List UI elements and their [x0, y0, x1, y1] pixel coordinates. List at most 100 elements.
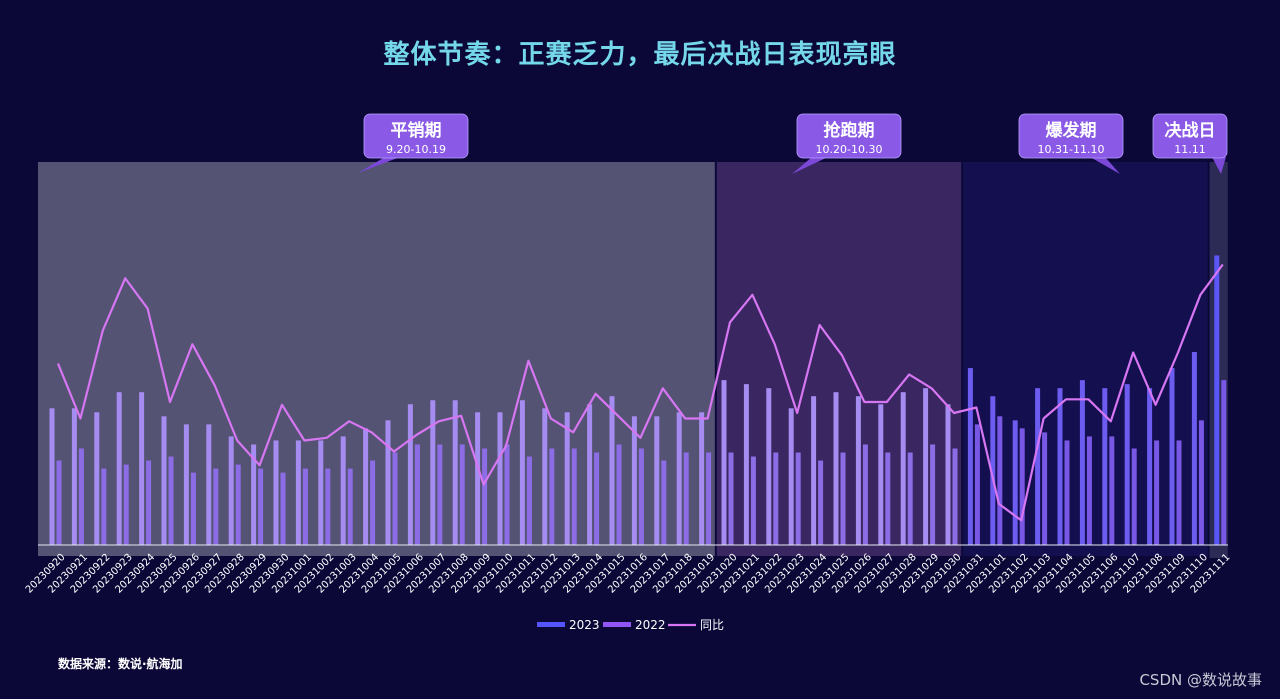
callout-box — [1152, 113, 1228, 159]
bar-2023-20231031 — [967, 368, 973, 545]
bar-2023-20231027 — [878, 404, 884, 545]
callout-range: 10.20-10.30 — [816, 143, 883, 156]
yoy-line-group — [56, 263, 1224, 522]
bar-2022-20230923 — [123, 464, 129, 545]
bar-2022-20231003 — [347, 468, 353, 545]
bar-2022-20231017 — [661, 460, 667, 545]
bar-2022-20231105 — [1086, 436, 1092, 545]
bar-2023-20231107 — [1124, 384, 1130, 545]
bar-2023-20230923 — [116, 392, 122, 545]
callout-box — [1018, 113, 1124, 159]
bar-2022-20231028 — [907, 452, 913, 545]
bar-2023-20231001 — [295, 440, 301, 545]
phase-background-2 — [716, 162, 962, 556]
bar-2023-20231106 — [1102, 388, 1108, 545]
yoy-line — [56, 263, 1224, 522]
bar-2023-20231011 — [519, 400, 525, 545]
bar-2022-20230920 — [56, 460, 62, 545]
bar-2022-20231109 — [1176, 440, 1182, 545]
bar-2023-20231030 — [945, 404, 951, 545]
bar-2022-20230921 — [78, 448, 84, 545]
bar-2022-20231005 — [392, 452, 398, 545]
bar-2023-20231008 — [452, 400, 458, 545]
bar-2023-20231003 — [340, 436, 346, 545]
x-tick-labels: 2023092020230921202309222023092320230924… — [24, 552, 1233, 596]
bar-2022-20231029 — [930, 444, 936, 545]
callout-title: 抢跑期 — [824, 120, 875, 141]
bar-2022-20231101 — [997, 416, 1003, 545]
bar-2023-20231021 — [743, 384, 749, 545]
bar-2022-20231110 — [1198, 420, 1204, 545]
bar-2022-20231103 — [1042, 432, 1048, 545]
callout-pointer — [358, 157, 400, 173]
legend-item-同比: 同比 — [668, 618, 724, 632]
bar-2023-20231101 — [990, 396, 996, 545]
callout-title: 爆发期 — [1046, 120, 1097, 141]
bar-2023-20231102 — [1012, 420, 1018, 545]
bar-series-group — [49, 255, 1227, 545]
bar-2023-20231007 — [430, 400, 436, 545]
bar-2022-20231027 — [885, 452, 891, 545]
bar-2023-20231009 — [475, 412, 481, 545]
bar-2023-20230922 — [94, 412, 100, 545]
bar-2022-20231106 — [1109, 436, 1115, 545]
callout-title: 决战日 — [1165, 120, 1216, 141]
legend-item-2023: 2023 — [537, 618, 600, 632]
bar-2023-20231024 — [811, 396, 817, 545]
bar-2023-20231023 — [788, 408, 794, 545]
bar-2022-20230929 — [258, 468, 264, 545]
bar-2022-20231104 — [1064, 440, 1070, 545]
bar-2023-20230927 — [206, 424, 212, 545]
bar-2022-20231102 — [1019, 428, 1025, 545]
bar-2022-20230930 — [280, 472, 286, 545]
bar-2022-20231020 — [728, 452, 734, 545]
callout-box — [363, 113, 469, 159]
bar-2023-20230926 — [183, 424, 189, 545]
bar-2022-20231014 — [594, 452, 600, 545]
callout-pointer — [792, 157, 828, 174]
bar-2023-20231029 — [923, 388, 929, 545]
bar-2022-20230922 — [101, 468, 107, 545]
bar-2023-20231013 — [564, 412, 570, 545]
bar-2022-20231108 — [1154, 440, 1160, 545]
legend-swatch — [603, 622, 631, 627]
bar-2022-20231009 — [482, 448, 488, 545]
bar-2023-20231006 — [407, 404, 413, 545]
bar-2023-20231017 — [654, 416, 660, 545]
bar-2022-20231008 — [459, 444, 465, 545]
bar-2022-20231013 — [571, 448, 577, 545]
bar-2022-20231025 — [840, 452, 846, 545]
bar-2022-20231107 — [1131, 448, 1137, 545]
bar-2023-20230928 — [228, 436, 234, 545]
bar-2022-20231006 — [414, 444, 420, 545]
bar-2023-20231109 — [1169, 368, 1175, 545]
bar-2023-20230930 — [273, 440, 279, 545]
callout-box — [796, 113, 902, 159]
bar-2023-20231004 — [363, 428, 369, 545]
bar-2022-20230928 — [235, 464, 241, 545]
bar-2023-20231103 — [1035, 388, 1041, 545]
bar-2023-20231018 — [676, 412, 682, 545]
bar-2023-20231012 — [542, 408, 548, 545]
bar-2023-20231015 — [609, 396, 615, 545]
bar-2022-20231010 — [504, 444, 510, 545]
bar-2022-20231030 — [952, 448, 958, 545]
phase-callout-4: 决战日 11.11 — [1152, 113, 1228, 174]
legend: 2023 2022 同比 — [537, 618, 724, 632]
bar-2022-20231021 — [750, 456, 756, 545]
bar-2022-20231022 — [773, 452, 779, 545]
bar-2023-20231005 — [385, 420, 391, 545]
callout-range: 9.20-10.19 — [386, 143, 446, 156]
bar-2023-20230929 — [251, 444, 257, 545]
phase-callout-1: 平销期 9.20-10.19 — [358, 113, 469, 173]
bar-2023-20230925 — [161, 416, 167, 545]
callout-pointer — [1212, 157, 1226, 174]
bar-2023-20231019 — [699, 412, 705, 545]
bar-2022-20230927 — [213, 468, 219, 545]
bar-2023-20231105 — [1079, 380, 1085, 545]
bar-2022-20231019 — [706, 452, 712, 545]
bar-2023-20231108 — [1147, 388, 1153, 545]
bar-2022-20230924 — [146, 460, 152, 545]
bar-2022-20231016 — [638, 448, 644, 545]
bar-2023-20231028 — [900, 392, 906, 545]
